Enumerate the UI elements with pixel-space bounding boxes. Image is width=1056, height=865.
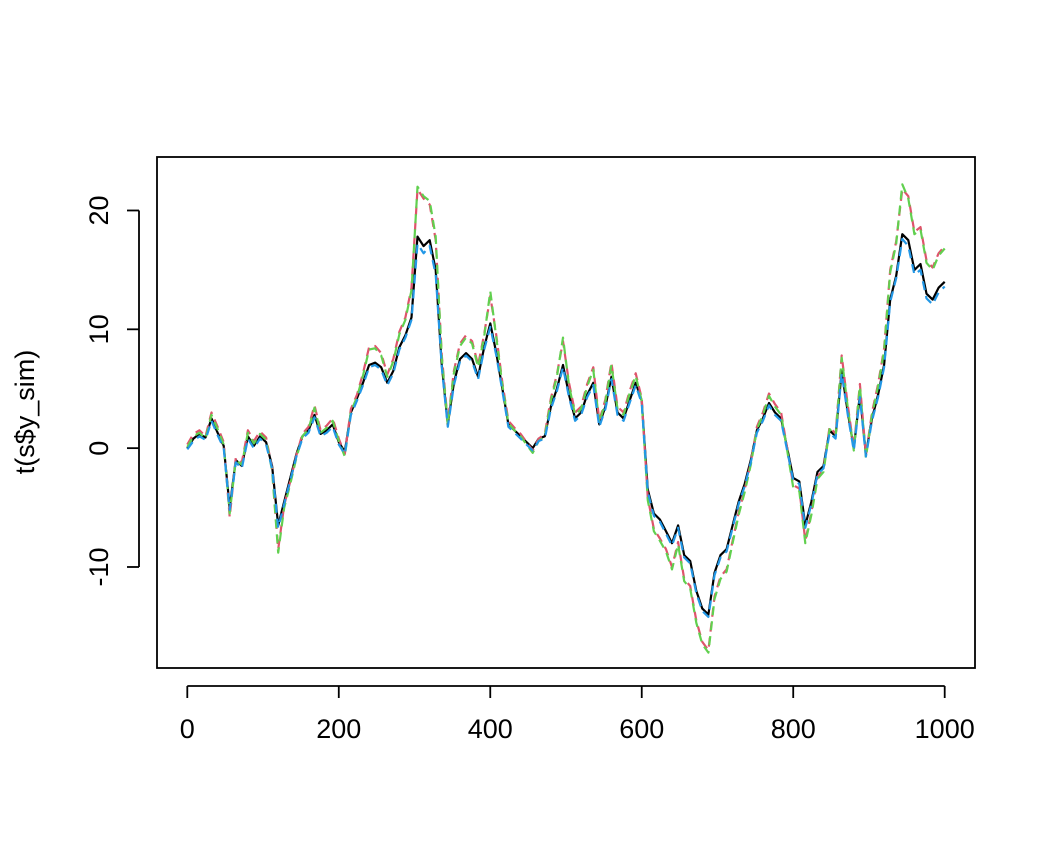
plot-frame bbox=[156, 156, 976, 669]
series-line-2 bbox=[186, 188, 946, 652]
y-axis: -10 0 10 20 bbox=[84, 195, 140, 587]
x-tick-label-400: 400 bbox=[468, 714, 513, 744]
series-layer bbox=[186, 183, 946, 654]
x-tick-label-800: 800 bbox=[771, 714, 816, 744]
x-tick-label-200: 200 bbox=[316, 714, 361, 744]
y-tick-label-20: 20 bbox=[84, 195, 114, 225]
series-line-1 bbox=[186, 233, 946, 616]
x-tick-label-0: 0 bbox=[180, 714, 195, 744]
y-tick-label-10: 10 bbox=[84, 314, 114, 344]
y-tick-label--10: -10 bbox=[84, 547, 114, 586]
series-line-4 bbox=[186, 237, 946, 618]
x-tick-label-600: 600 bbox=[619, 714, 664, 744]
series-line-3 bbox=[186, 183, 946, 654]
x-axis: 0 200 400 600 800 1000 bbox=[180, 685, 975, 744]
x-tick-label-1000: 1000 bbox=[915, 714, 975, 744]
y-axis-title: t(s$y_sim) bbox=[10, 350, 40, 475]
y-tick-label-0: 0 bbox=[84, 441, 114, 456]
